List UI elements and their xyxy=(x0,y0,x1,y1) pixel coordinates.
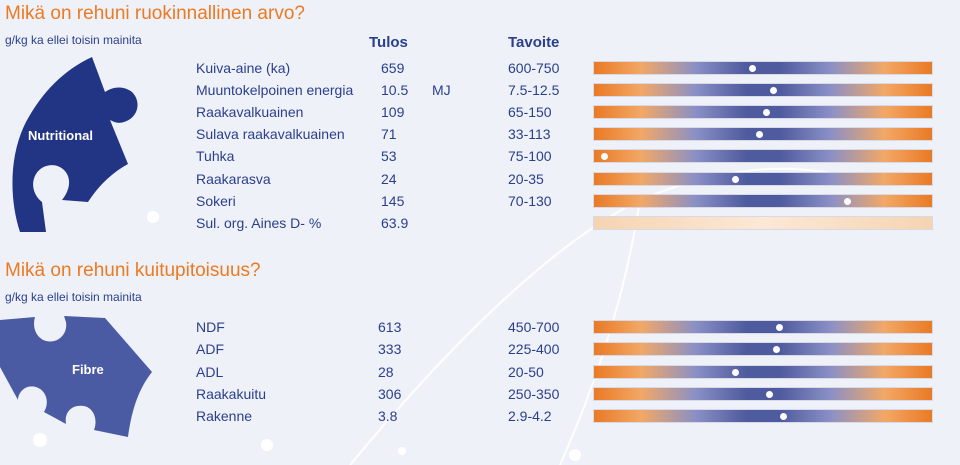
row-name: Raakavalkuainen xyxy=(196,104,304,120)
value-marker xyxy=(773,346,781,353)
fibre-title: Mikä on rehuni kuitupitoisuus? xyxy=(5,260,261,281)
row-name: Muuntokelpoinen energia xyxy=(196,82,354,98)
row-target: 75-100 xyxy=(508,148,552,164)
fibre-puzzle-label: Fibre xyxy=(72,362,104,377)
row-name: Rakenne xyxy=(196,408,253,424)
value-marker xyxy=(732,369,740,376)
nutritional-puzzle-icon xyxy=(12,57,138,232)
row-target: 2.9-4.2 xyxy=(508,408,552,424)
row-value: 659 xyxy=(381,60,405,76)
row-value: 306 xyxy=(378,386,402,402)
range-bar xyxy=(593,365,933,379)
row-target: 225-400 xyxy=(508,341,560,357)
row-target: 65-150 xyxy=(508,104,552,120)
row-target: 20-50 xyxy=(508,364,544,380)
fibre-puzzle-icon xyxy=(0,316,152,437)
row-target: 450-700 xyxy=(508,319,560,335)
value-marker xyxy=(766,391,774,398)
row-name: Sulava raakavalkuainen xyxy=(196,126,345,142)
row-name: Sokeri xyxy=(196,193,236,209)
nutritional-puzzle-label: Nutritional xyxy=(28,128,93,143)
range-bar xyxy=(593,172,933,186)
range-bar xyxy=(593,320,933,334)
value-marker xyxy=(732,176,740,183)
nutritional-subtitle: g/kg ka ellei toisin mainita xyxy=(5,33,142,47)
value-marker xyxy=(769,87,777,94)
row-value: 333 xyxy=(378,341,402,357)
range-bar xyxy=(593,127,933,141)
range-bar xyxy=(593,342,933,356)
header-result: Tulos xyxy=(369,34,408,51)
row-target: 7.5-12.5 xyxy=(508,82,560,98)
row-value: 53 xyxy=(381,148,397,164)
row-name: NDF xyxy=(196,319,225,335)
header-target: Tavoite xyxy=(508,34,560,51)
row-name: ADF xyxy=(196,341,224,357)
range-bar xyxy=(593,105,933,119)
row-value: 24 xyxy=(381,171,397,187)
row-unit: MJ xyxy=(432,82,451,98)
row-name: Tuhka xyxy=(196,148,235,164)
row-value: 63.9 xyxy=(381,215,409,231)
row-name: Sul. org. Aines D- % xyxy=(196,215,322,231)
row-value: 109 xyxy=(381,104,405,120)
row-value: 613 xyxy=(378,319,402,335)
range-bar xyxy=(593,194,933,208)
value-marker xyxy=(749,65,757,72)
row-target: 20-35 xyxy=(508,171,544,187)
row-target: 33-113 xyxy=(508,126,551,142)
value-marker xyxy=(844,198,851,205)
row-value: 145 xyxy=(381,193,405,209)
range-bar xyxy=(593,61,933,75)
row-target: 70-130 xyxy=(508,193,552,209)
row-value: 3.8 xyxy=(378,408,398,424)
range-bar xyxy=(593,409,933,423)
row-value: 10.5 xyxy=(381,82,409,98)
range-bar xyxy=(593,216,933,230)
row-name: Raakakuitu xyxy=(196,386,267,402)
value-marker xyxy=(762,109,770,116)
range-bar xyxy=(593,83,933,97)
value-marker xyxy=(756,131,764,138)
range-bar xyxy=(593,387,933,401)
row-target: 600-750 xyxy=(508,60,560,76)
row-name: Kuiva-aine (ka) xyxy=(196,60,291,76)
value-marker xyxy=(776,324,784,331)
row-value: 28 xyxy=(378,364,394,380)
row-name: ADL xyxy=(196,364,224,380)
fibre-subtitle: g/kg ka ellei toisin mainita xyxy=(5,290,142,304)
row-value: 71 xyxy=(381,126,397,142)
value-marker xyxy=(779,413,787,420)
row-name: Raakarasva xyxy=(196,171,271,187)
range-bar xyxy=(593,149,933,163)
row-target: 250-350 xyxy=(508,386,560,402)
nutritional-title: Mikä on rehuni ruokinnallinen arvo? xyxy=(5,3,305,24)
value-marker xyxy=(600,153,608,160)
